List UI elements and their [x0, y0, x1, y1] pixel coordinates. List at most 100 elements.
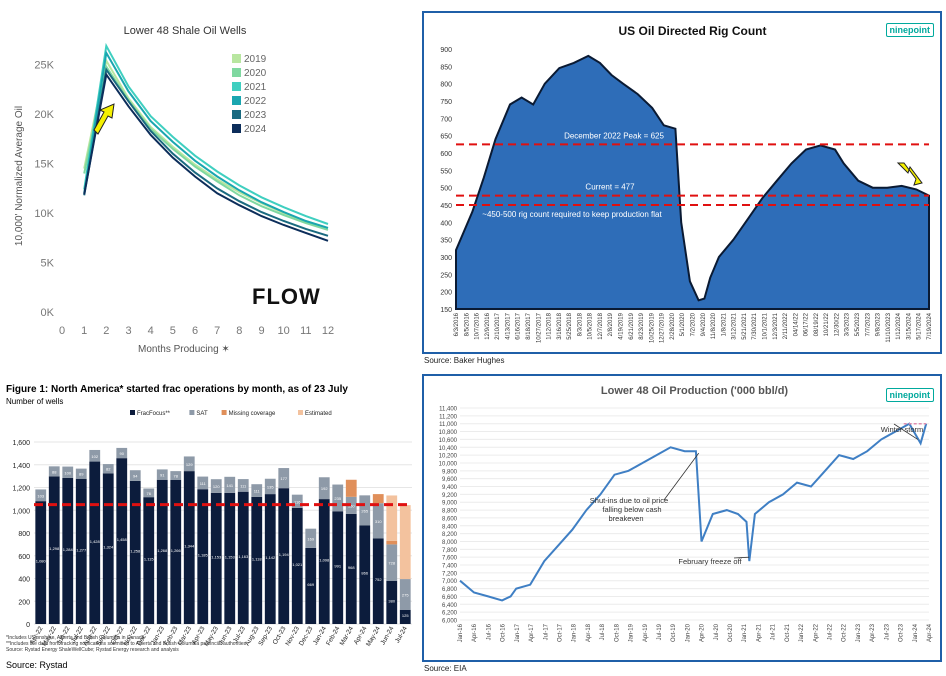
ninepoint-logo-2: ninepoint — [885, 388, 934, 402]
frac-sat-label: 94 — [133, 474, 138, 479]
wells-xtick: 4 — [148, 325, 154, 337]
frac-sat-label: 135 — [267, 484, 274, 489]
frac-bar-segment — [183, 471, 195, 624]
prod-chart: Lower 48 Oil Production ('000 bbl/d) 6,00… — [439, 385, 933, 642]
prod-xtick: Jul-19 — [657, 623, 663, 640]
frac-bar-segment — [210, 479, 222, 493]
prod-xtick: Oct-17 — [557, 623, 563, 642]
rigs-ytick: 450 — [440, 203, 452, 210]
wells-legend-label: 2024 — [244, 124, 267, 135]
prod-ytick: 9,200 — [442, 493, 458, 499]
prod-ytick: 9,400 — [442, 485, 458, 491]
prod-xtick: Oct-16 — [501, 623, 507, 642]
frac-bar-segment — [291, 507, 303, 624]
rigs-xtick: 6/16/2017 — [516, 312, 522, 339]
rigs-xtick: 12/9/2016 — [485, 312, 491, 339]
frac-bar-label: 1,266 — [171, 548, 182, 553]
wells-ylabel: 10,000' Normalized Average Oil — [14, 106, 25, 246]
frac-bar-segment — [278, 468, 290, 489]
rigs-ytick: 300 — [440, 255, 452, 262]
rigs-xtick: 10/1/2021 — [762, 312, 768, 339]
rigs-ytick: 800 — [440, 82, 452, 89]
rigs-xtick: 6/21/2019 — [629, 312, 635, 339]
prod-annotation-shutins-3: breakeven — [608, 514, 643, 523]
frac-bar-label: 1,284 — [63, 547, 74, 552]
rigs-xtick: 04/14/22 — [793, 312, 799, 336]
frac-bar-label: 1,458 — [117, 537, 128, 542]
rigs-xtick: 5/25/2018 — [567, 312, 573, 339]
wells-ytick: 20K — [34, 109, 54, 121]
wells-xtick: 8 — [236, 325, 242, 337]
prod-ytick: 9,000 — [442, 501, 458, 507]
prod-title: Lower 48 Oil Production ('000 bbl/d) — [601, 385, 789, 397]
prod-annotation-freeze: February freeze off — [678, 557, 742, 566]
frac-ytick: 1,000 — [12, 508, 30, 515]
rigs-xtick: 2/10/2017 — [495, 312, 501, 339]
rigs-xtick: 10/5/2018 — [588, 312, 594, 339]
frac-sat-label: 275 — [402, 592, 409, 597]
prod-xtick: Jul-20 — [714, 623, 720, 640]
frac-chart: FracFocus** SAT Missing coverage Estimated 0… — [12, 410, 412, 648]
frac-sat-label: 89 — [79, 472, 84, 477]
rigs-xtick: 3/16/2018 — [557, 312, 563, 339]
rigs-ytick: 250 — [440, 272, 452, 279]
frac-legend-swatch — [298, 410, 303, 415]
frac-bar-segment — [237, 491, 249, 624]
prod-xtick: Jan-24 — [913, 623, 919, 642]
frac-bar-segment — [345, 496, 357, 514]
prod-panel: Lower 48 Oil Production ('000 bbl/d) 6,00… — [422, 374, 942, 662]
rigs-xtick: 12/3/2021 — [773, 312, 779, 339]
prod-xtick: Apr-24 — [927, 623, 933, 642]
frac-bar-segment — [278, 488, 290, 624]
wells-series-line — [83, 58, 329, 229]
rigs-flat-annotation: ~450-500 rig count required to keep prod… — [482, 210, 662, 219]
rigs-xtick: 10/7/2016 — [475, 312, 481, 339]
frac-sat-label: 111 — [200, 481, 207, 486]
prod-xtick: Jul-22 — [828, 623, 834, 640]
prod-ytick: 10,600 — [439, 438, 458, 444]
frac-xtick: Jul-24 — [394, 625, 409, 644]
prod-xtick: Jan-19 — [629, 623, 635, 642]
wells-panel: Lower 48 Shale Oil Wells 0K 5K 10K 15K 20K 25K… — [0, 0, 340, 358]
frac-bar-segment — [332, 484, 344, 512]
rigs-xtick: 10/25/2019 — [649, 312, 655, 343]
wells-xtick: 11 — [300, 325, 311, 337]
frac-sat-label: 235 — [334, 496, 341, 501]
frac-bar-segment — [359, 525, 371, 624]
prod-annotation-shutins-1: Shut-ins due to oil price — [590, 496, 668, 505]
prod-ytick: 7,400 — [442, 564, 458, 570]
rigs-xtick: 11/8/2020 — [711, 312, 717, 339]
rigs-title: US Oil Directed Rig Count — [618, 24, 766, 38]
prod-annotation-arrow — [663, 452, 700, 501]
prod-ytick: 7,200 — [442, 571, 458, 577]
wells-xtick: 5 — [170, 325, 176, 337]
frac-bar-segment — [116, 447, 128, 459]
prod-xtick: Apr-20 — [700, 623, 706, 642]
rigs-xtick: 3/3/2023 — [845, 312, 851, 336]
frac-bar-segment — [264, 478, 276, 495]
frac-sat-label: 116 — [294, 499, 301, 504]
prod-annotation-arrow — [733, 556, 750, 559]
frac-note-3: Source: Rystad Energy ShaleWellCube; Rys… — [6, 647, 179, 653]
frac-bar-segment — [386, 495, 398, 541]
rigs-ytick: 400 — [440, 220, 452, 227]
prod-xtick: Jan-23 — [856, 623, 862, 642]
rigs-ytick: 600 — [440, 151, 452, 158]
wells-xtick: 3 — [125, 325, 131, 337]
rigs-xtick: 7/19/2024 — [927, 312, 933, 339]
frac-sat-label: 88 — [52, 469, 57, 474]
frac-bar-segment — [35, 501, 47, 624]
wells-legend-swatch — [232, 54, 241, 63]
frac-ytick: 0 — [26, 622, 30, 629]
frac-bar-label: 1,021 — [292, 562, 303, 567]
frac-sat-label: 91 — [160, 473, 165, 478]
frac-bar-segment — [62, 466, 74, 478]
frac-bar-segment — [386, 580, 398, 624]
frac-legend-label: Estimated — [305, 411, 332, 417]
frac-bar-segment — [35, 489, 47, 502]
rigs-xtick: 7/7/2023 — [865, 312, 871, 336]
rigs-xtick: 1/8/2021 — [721, 312, 727, 336]
frac-bar-segment — [305, 547, 317, 624]
prod-xtick: Jul-23 — [884, 623, 890, 640]
frac-sat-label: 76 — [147, 491, 152, 496]
